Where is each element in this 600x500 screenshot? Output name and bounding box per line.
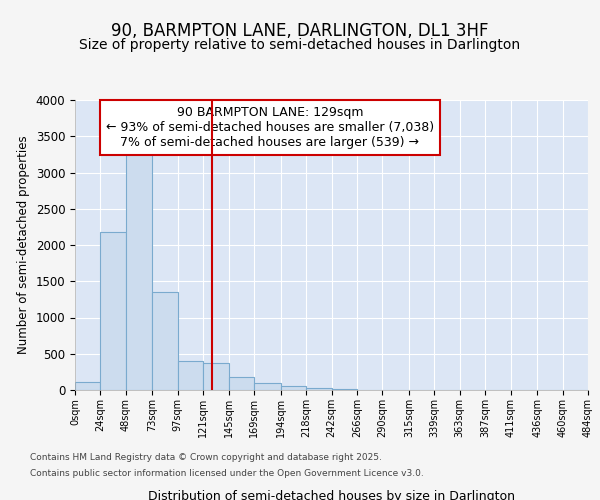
Bar	[152, 292, 178, 390]
Text: 90, BARMPTON LANE, DARLINGTON, DL1 3HF: 90, BARMPTON LANE, DARLINGTON, DL1 3HF	[111, 22, 489, 40]
Bar	[254, 383, 281, 390]
Bar	[203, 363, 229, 390]
Text: 90 BARMPTON LANE: 129sqm  
← 93% of semi-detached houses are smaller (7,038)
  7: 90 BARMPTON LANE: 129sqm ← 93% of semi-d…	[106, 106, 434, 149]
Bar	[100, 232, 126, 390]
Text: Contains public sector information licensed under the Open Government Licence v3: Contains public sector information licen…	[30, 468, 424, 477]
Text: Contains HM Land Registry data © Crown copyright and database right 2025.: Contains HM Land Registry data © Crown c…	[30, 454, 382, 462]
X-axis label: Distribution of semi-detached houses by size in Darlington: Distribution of semi-detached houses by …	[148, 490, 515, 500]
Bar	[281, 386, 306, 390]
Bar	[178, 361, 203, 390]
Y-axis label: Number of semi-detached properties: Number of semi-detached properties	[17, 136, 30, 354]
Bar	[229, 378, 254, 390]
Bar	[331, 388, 357, 390]
Bar	[126, 152, 152, 390]
Bar	[306, 388, 331, 390]
Text: Size of property relative to semi-detached houses in Darlington: Size of property relative to semi-detach…	[79, 38, 521, 52]
Bar	[75, 382, 100, 390]
